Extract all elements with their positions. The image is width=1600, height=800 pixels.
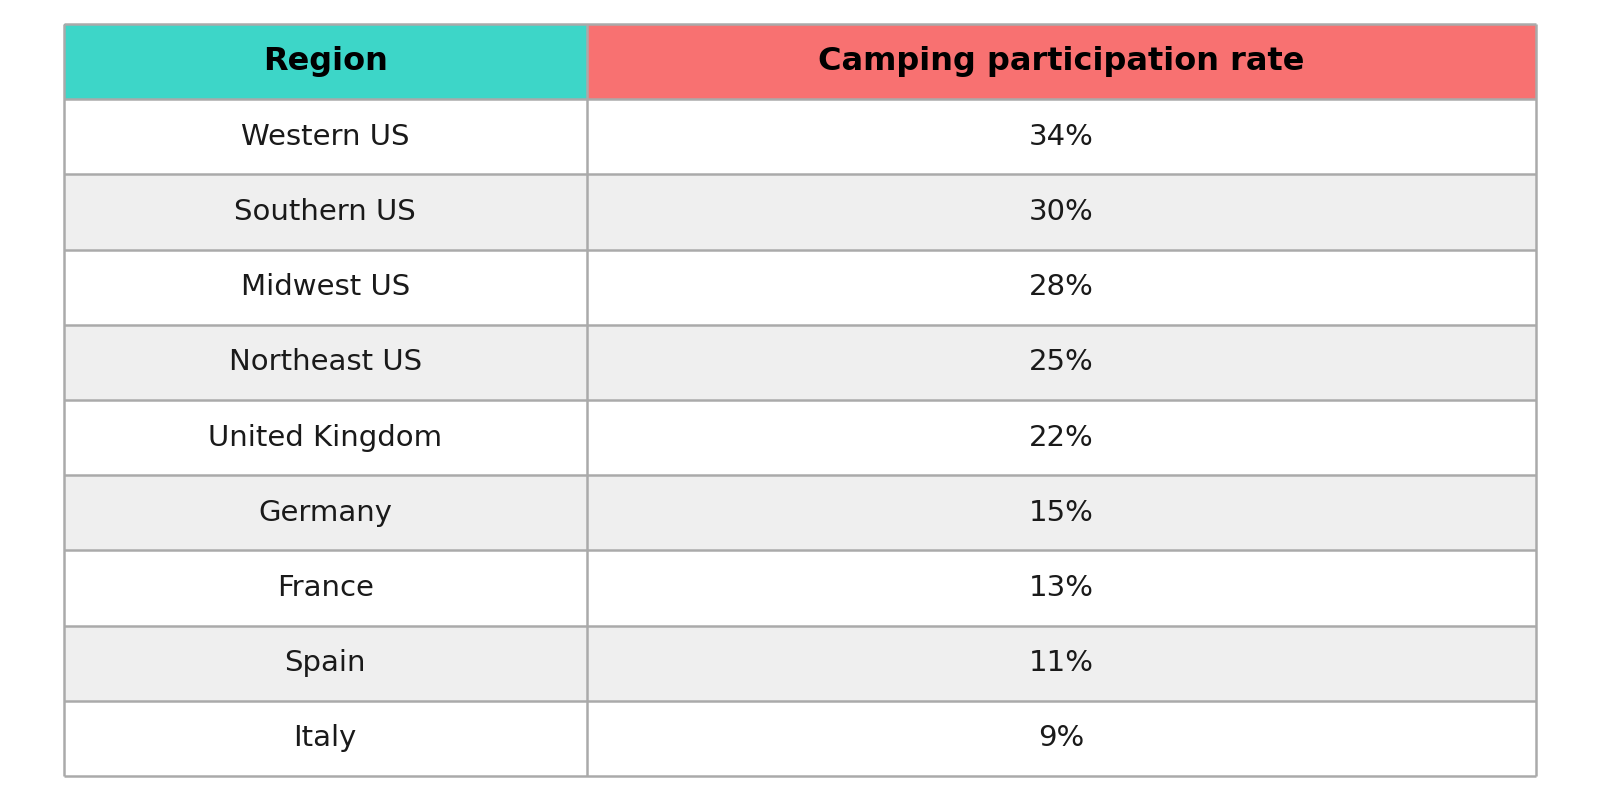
Bar (64, 250, 587, 325)
Text: 11%: 11% (1029, 650, 1094, 677)
Bar (587, 475, 1536, 550)
Bar (64, 325, 587, 400)
Text: France: France (277, 574, 374, 602)
Bar (587, 325, 1536, 400)
Text: Spain: Spain (285, 650, 366, 677)
Text: Region: Region (262, 46, 387, 77)
Bar (587, 701, 1536, 776)
Text: Northeast US: Northeast US (229, 349, 422, 376)
Bar (587, 99, 1536, 174)
Text: 13%: 13% (1029, 574, 1094, 602)
Bar (587, 250, 1536, 325)
Text: 34%: 34% (1029, 122, 1094, 150)
Bar (64, 174, 587, 250)
Text: Italy: Italy (293, 725, 357, 752)
Bar (64, 99, 587, 174)
Text: Midwest US: Midwest US (240, 274, 410, 302)
Text: Southern US: Southern US (235, 198, 416, 226)
Bar (64, 24, 587, 99)
Bar (64, 626, 587, 701)
Text: 28%: 28% (1029, 274, 1094, 302)
Text: 22%: 22% (1029, 424, 1094, 452)
Bar (64, 400, 587, 475)
Bar (64, 550, 587, 626)
Bar (587, 626, 1536, 701)
Text: Camping participation rate: Camping participation rate (818, 46, 1304, 77)
Text: 15%: 15% (1029, 499, 1094, 527)
Text: 30%: 30% (1029, 198, 1094, 226)
Text: 9%: 9% (1038, 725, 1085, 752)
Text: Western US: Western US (242, 122, 410, 150)
Bar (587, 550, 1536, 626)
Text: 25%: 25% (1029, 349, 1094, 376)
Text: United Kingdom: United Kingdom (208, 424, 442, 452)
Bar (64, 701, 587, 776)
Bar (587, 400, 1536, 475)
Text: Germany: Germany (258, 499, 392, 527)
Bar (64, 475, 587, 550)
Bar (587, 24, 1536, 99)
Bar (587, 174, 1536, 250)
